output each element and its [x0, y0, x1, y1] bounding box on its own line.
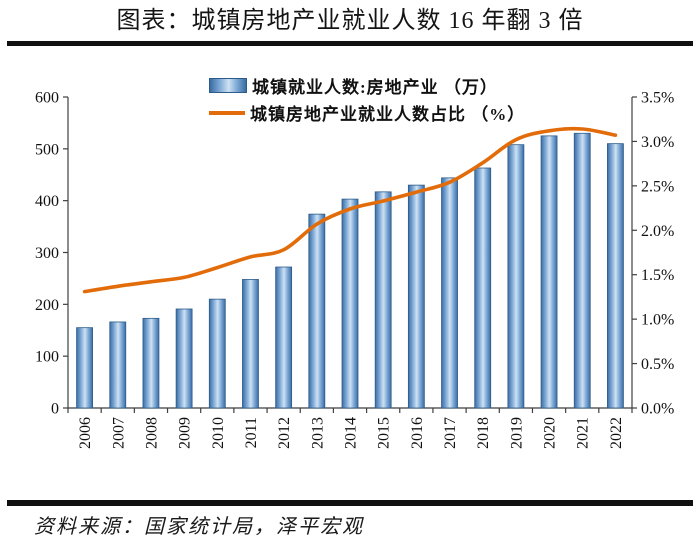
title-divider [7, 41, 693, 46]
y-axis-left-tick-label: 0 [51, 401, 59, 418]
y-axis-left-tick-label: 500 [35, 141, 59, 158]
ratio-line [82, 126, 618, 294]
bar-2021 [573, 132, 591, 409]
y-axis-right-tick-label: 3.5% [641, 90, 674, 107]
bar-2011 [242, 279, 259, 409]
bar-2006 [76, 327, 93, 409]
bar-2007 [109, 321, 127, 409]
x-axis-tick-label: 2022 [608, 417, 625, 449]
x-axis-tick-label: 2010 [210, 417, 227, 449]
y-axis-left-tick-label: 200 [35, 297, 59, 314]
x-axis-tick-label: 2019 [508, 417, 525, 449]
y-axis-left-tick-label: 100 [35, 349, 59, 366]
x-axis-tick-label: 2009 [177, 417, 194, 449]
x-axis-tick-label: 2021 [575, 417, 592, 449]
bar-2022 [607, 143, 624, 409]
x-axis-tick-label: 2014 [343, 417, 360, 449]
line-series-swatch-icon [209, 110, 245, 115]
x-axis-tick-label: 2017 [442, 417, 459, 449]
x-axis-tick-label: 2011 [243, 417, 260, 448]
bar-2019 [507, 144, 525, 409]
bar-2013 [308, 213, 326, 409]
x-axis-tick-label: 2007 [110, 417, 127, 449]
x-axis-tick-label: 2018 [475, 417, 492, 449]
x-axis-tick-label: 2008 [143, 417, 160, 449]
y-axis-right-tick-label: 1.0% [641, 312, 674, 329]
bar-2015 [374, 191, 392, 409]
bar-2017 [441, 177, 458, 409]
source-divider [7, 500, 693, 506]
legend-label-bar-series: 城镇就业人数:房地产业 （万） [252, 78, 498, 97]
y-axis-right-tick-label: 0.5% [641, 356, 674, 373]
bar-2010 [208, 298, 226, 409]
x-axis-tick-label: 2006 [77, 417, 94, 449]
y-axis-right-tick-label: 0.0% [641, 401, 674, 418]
bar-2009 [175, 308, 193, 409]
bar-2018 [474, 167, 492, 409]
legend-label-line-series: 城镇房地产业就业人数占比 （%） [250, 105, 526, 124]
bar-series-swatch-icon [209, 78, 247, 93]
y-axis-right-tick-label: 1.5% [641, 267, 674, 284]
bar-2012 [275, 266, 293, 409]
source-note: 资料来源：国家统计局，泽平宏观 [34, 516, 364, 538]
bar-2014 [341, 198, 359, 409]
legend-item-line-series: 城镇房地产业就业人数占比 （%） [209, 104, 525, 124]
x-axis-tick-label: 2013 [309, 417, 326, 449]
y-axis-left-tick-label: 400 [35, 193, 59, 210]
bar-2016 [407, 184, 425, 409]
y-axis-right-tick-label: 2.5% [641, 178, 674, 195]
x-axis-tick-label: 2020 [542, 417, 559, 449]
bar-2008 [142, 317, 160, 409]
y-axis-right-tick-label: 3.0% [641, 134, 674, 151]
legend-item-bar-series: 城镇就业人数:房地产业 （万） [209, 77, 498, 97]
page-title: 图表：城镇房地产业就业人数 16 年翻 3 倍 [116, 8, 584, 34]
x-axis-tick-label: 2012 [276, 417, 293, 449]
bar-2020 [540, 135, 558, 409]
x-axis-tick-label: 2016 [409, 417, 426, 449]
y-axis-right-tick-label: 2.0% [641, 223, 674, 240]
y-axis-left-tick-label: 300 [35, 245, 59, 262]
x-axis-tick-label: 2015 [376, 417, 393, 449]
y-axis-left-tick-label: 600 [35, 90, 59, 107]
